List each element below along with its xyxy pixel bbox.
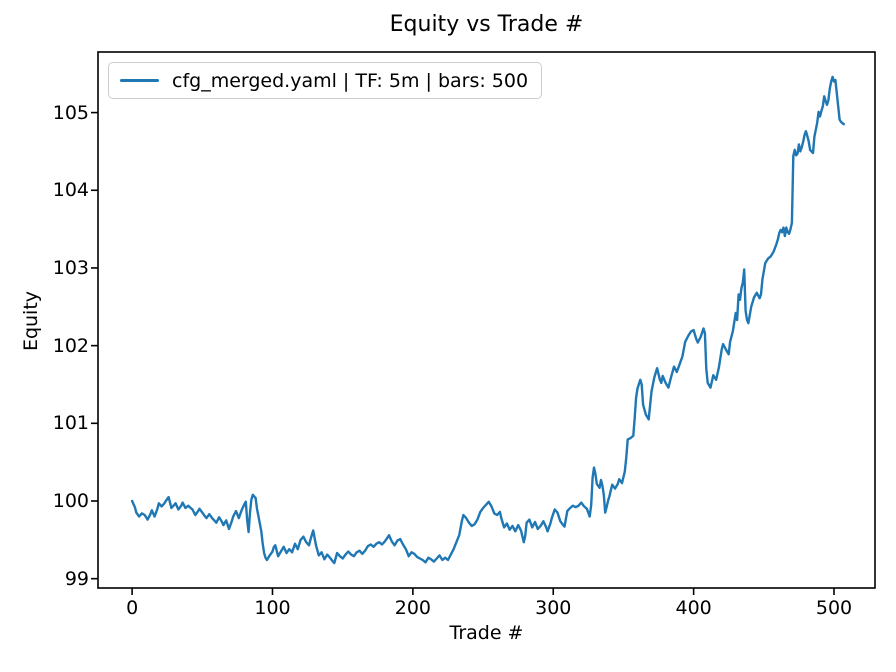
y-tick-label: 99 <box>64 567 89 590</box>
axes-spines <box>97 51 876 589</box>
x-tick-label: 400 <box>675 597 712 619</box>
legend-entry-label: cfg_merged.yaml | TF: 5m | bars: 500 <box>172 69 529 92</box>
x-tick-label: 300 <box>535 597 572 619</box>
y-tick-label: 104 <box>52 179 89 202</box>
equity-line <box>130 75 845 565</box>
x-tick-label: 500 <box>815 597 853 619</box>
legend-line-sample-icon <box>120 79 159 82</box>
legend: cfg_merged.yaml | TF: 5m | bars: 500 <box>108 62 543 99</box>
x-tick-label: 0 <box>126 597 139 619</box>
chart-title: Equity vs Trade # <box>389 12 584 37</box>
y-tick-label: 101 <box>52 412 89 435</box>
y-tick-label: 100 <box>52 489 89 512</box>
x-tick-label: 100 <box>254 597 291 619</box>
x-tick-label: 200 <box>394 597 431 619</box>
x-axis-label: Trade # <box>449 622 524 644</box>
y-tick-label: 105 <box>52 101 89 124</box>
y-tick-label: 103 <box>52 256 89 279</box>
y-tick-label: 102 <box>52 334 89 357</box>
